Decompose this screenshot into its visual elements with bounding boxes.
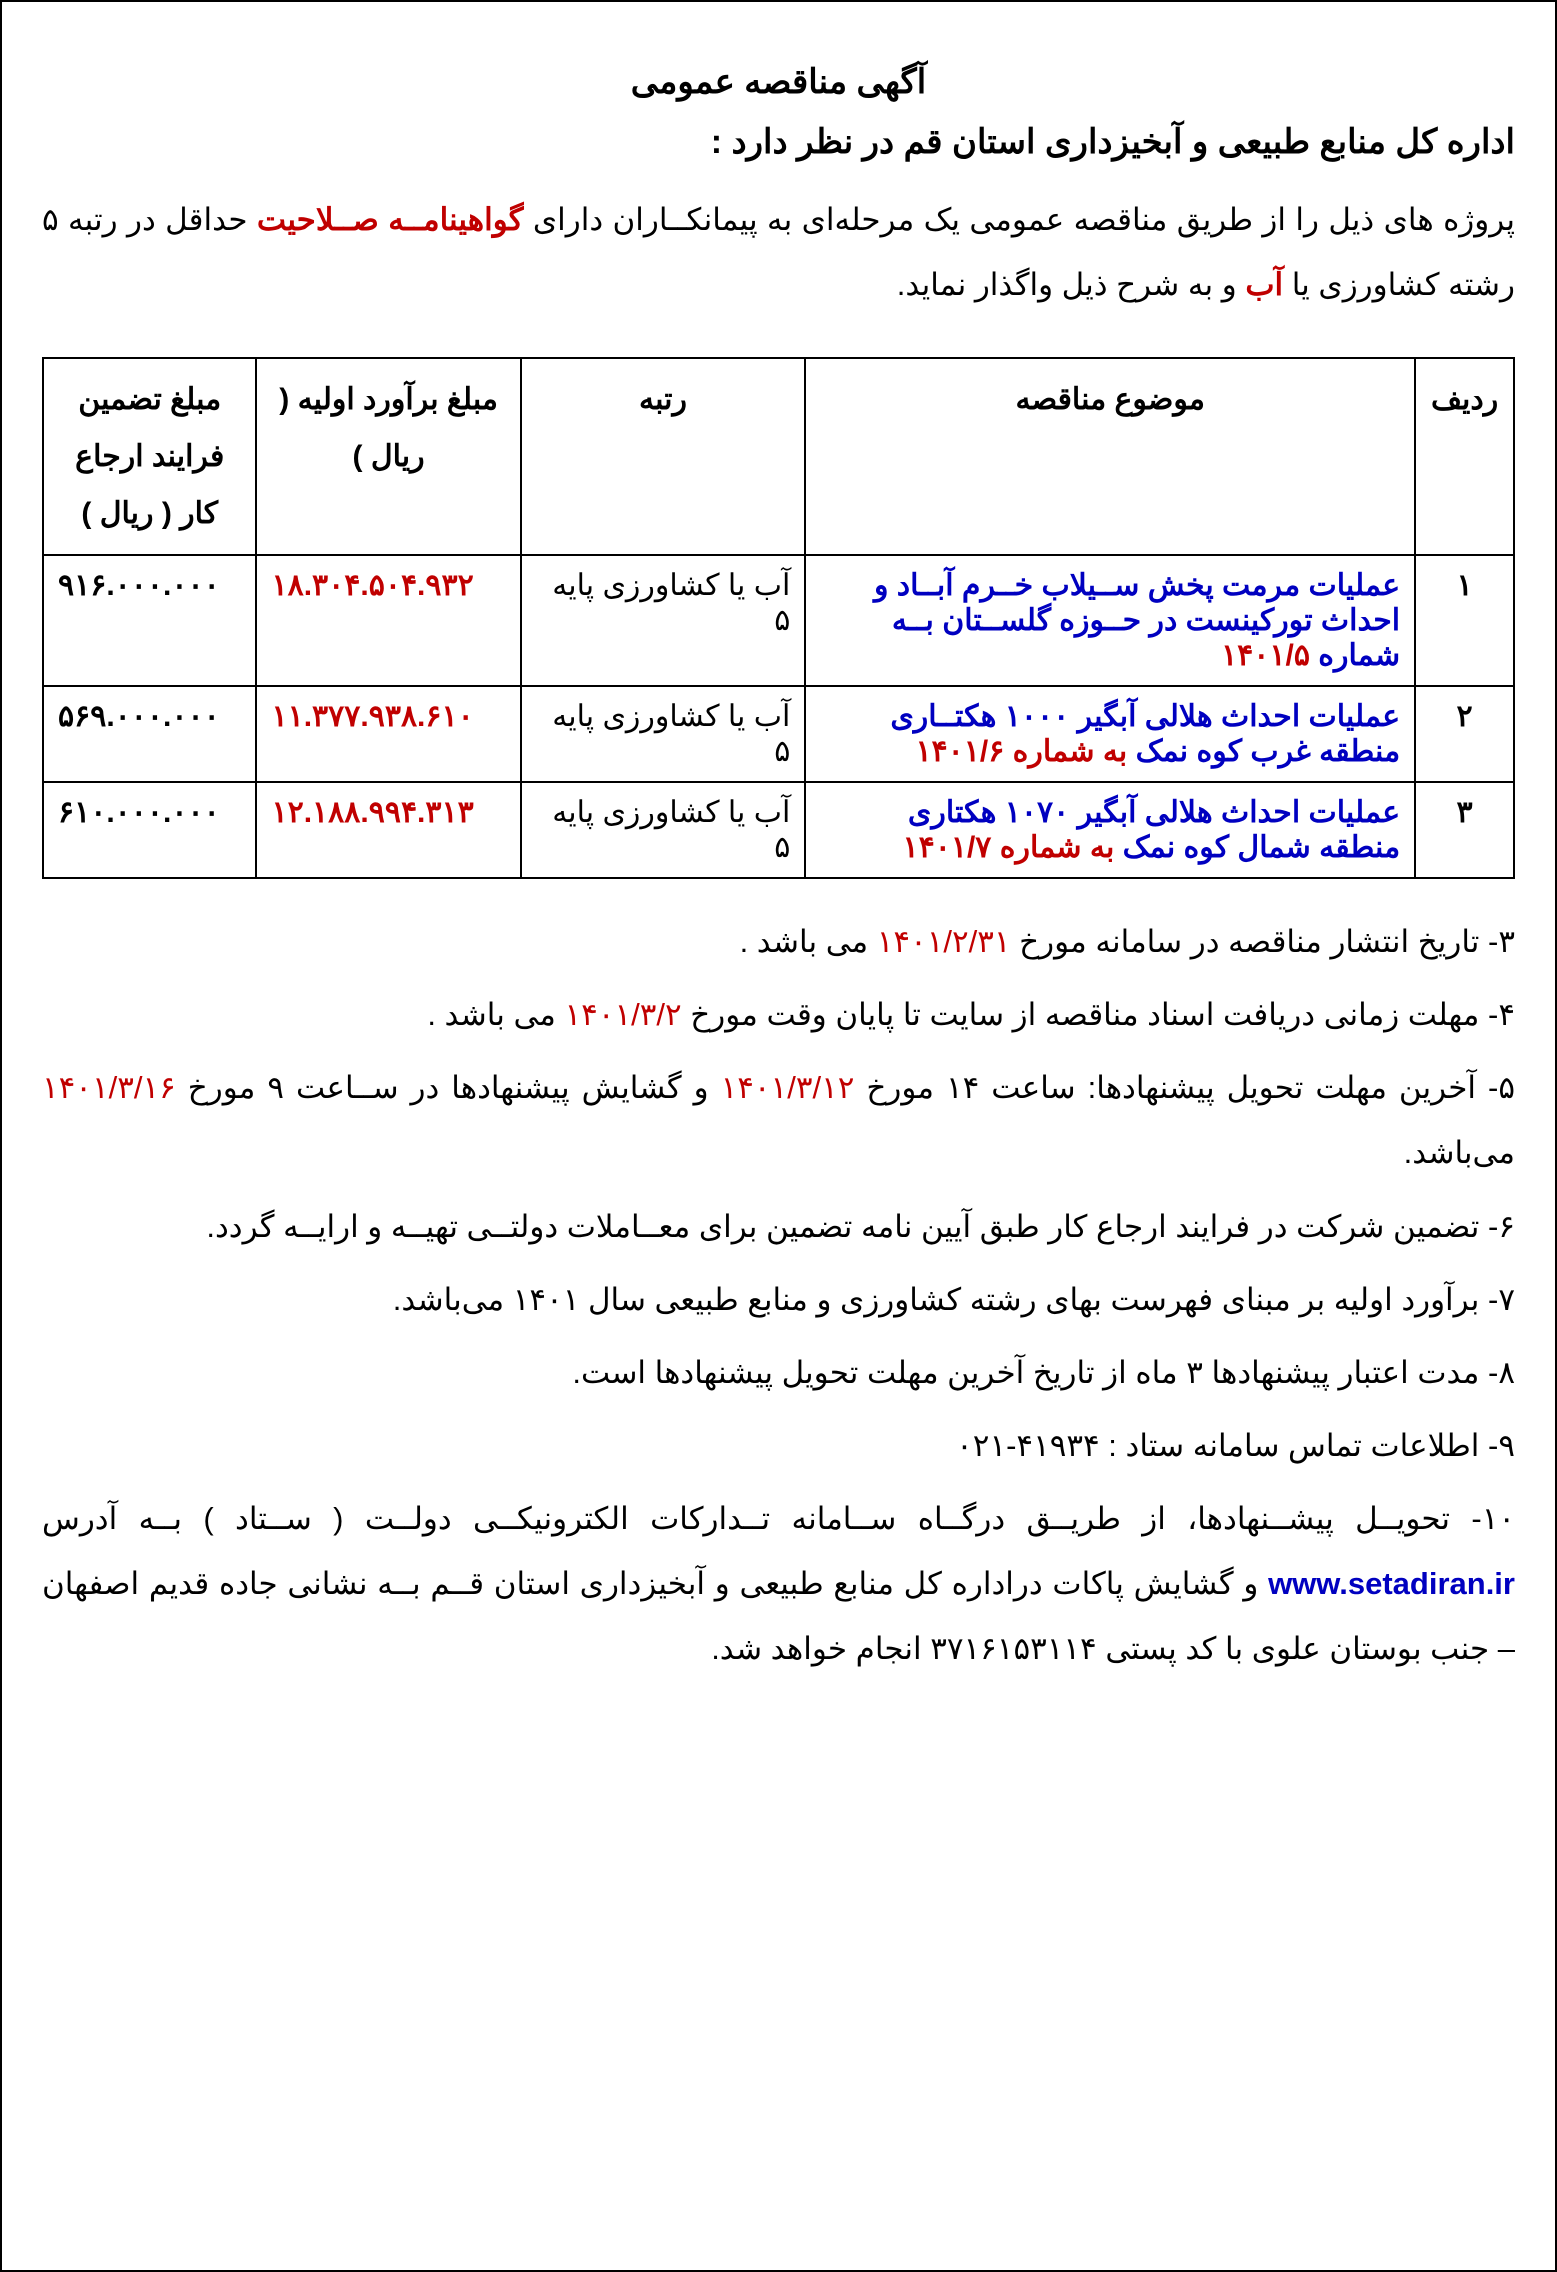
note-post: می باشد .	[740, 924, 877, 959]
note-pre: ۷- برآورد اولیه بر مبنای فهرست بهای رشته…	[393, 1282, 1515, 1317]
cell-rank: آب یا کشاورزی پایه ۵	[521, 686, 806, 782]
note-date: ۱۴۰۱/۲/۳۱	[877, 924, 1011, 959]
intro-emph-2: آب	[1245, 267, 1283, 302]
page-subtitle: اداره کل منابع طبیعی و آبخیزداری استان ق…	[42, 122, 1515, 162]
note-post: می‌باشد.	[1404, 1135, 1515, 1170]
note-item: ۱۰- تحویــل پیشــنهادها، از طریــق درگــ…	[42, 1486, 1515, 1681]
cell-subject: عملیات احداث هلالی آبگیر ۱۰۷۰ هکتاری منط…	[805, 782, 1415, 878]
cell-estimate: ۱۸.۳۰۴.۵۰۴.۹۳۲	[256, 555, 520, 686]
note-date: ۱۴۰۱/۳/۲	[565, 997, 682, 1032]
subject-red: ۱۴۰۱/۵	[1221, 639, 1310, 672]
cell-id: ۲	[1415, 686, 1514, 782]
cell-guarantee: ۹۱۶.۰۰۰.۰۰۰	[43, 555, 256, 686]
cell-estimate: ۱۲.۱۸۸.۹۹۴.۳۱۳	[256, 782, 520, 878]
cell-rank: آب یا کشاورزی پایه ۵	[521, 782, 806, 878]
note-item: ۸- مدت اعتبار پیشنهادها ۳ ماه از تاریخ آ…	[42, 1340, 1515, 1405]
subject-red: به شماره ۱۴۰۱/۷	[903, 831, 1115, 864]
note-date: ۱۴۰۱/۳/۱۲	[721, 1070, 855, 1105]
header-estimate: مبلغ برآورد اولیه ( ریال )	[256, 358, 520, 555]
notes-block: ۳- تاریخ انتشار مناقصه در سامانه مورخ ۱۴…	[42, 909, 1515, 1681]
subject-red: به شماره ۱۴۰۱/۶	[915, 735, 1127, 768]
note-item: ۳- تاریخ انتشار مناقصه در سامانه مورخ ۱۴…	[42, 909, 1515, 974]
table-row: ۲ عملیات احداث هلالی آبگیر ۱۰۰۰ هکتــاری…	[43, 686, 1514, 782]
header-guarantee: مبلغ تضمین فرایند ارجاع کار ( ریال )	[43, 358, 256, 555]
intro-post: و به شرح ذیل واگذار نماید.	[897, 267, 1246, 302]
cell-id: ۳	[1415, 782, 1514, 878]
table-header-row: ردیف موضوع مناقصه رتبه مبلغ برآورد اولیه…	[43, 358, 1514, 555]
note-pre: ۱۰- تحویــل پیشــنهادها، از طریــق درگــ…	[42, 1501, 1515, 1536]
note-item: ۹- اطلاعات تماس سامانه ستاد : ۰۲۱-۴۱۹۳۴	[42, 1413, 1515, 1478]
table-row: ۳ عملیات احداث هلالی آبگیر ۱۰۷۰ هکتاری م…	[43, 782, 1514, 878]
note-pre: ۶- تضمین شرکت در فرایند ارجاع کار طبق آی…	[206, 1209, 1515, 1244]
tender-table: ردیف موضوع مناقصه رتبه مبلغ برآورد اولیه…	[42, 357, 1515, 879]
note-item: ۷- برآورد اولیه بر مبنای فهرست بهای رشته…	[42, 1267, 1515, 1332]
cell-rank: آب یا کشاورزی پایه ۵	[521, 555, 806, 686]
note-item: ۶- تضمین شرکت در فرایند ارجاع کار طبق آی…	[42, 1194, 1515, 1259]
note-link: www.setadiran.ir	[1268, 1551, 1515, 1616]
cell-subject: عملیات احداث هلالی آبگیر ۱۰۰۰ هکتــاری م…	[805, 686, 1415, 782]
table-row: ۱ عملیات مرمت پخش ســیلاب خــرم آبــاد و…	[43, 555, 1514, 686]
note-pre: ۴- مهلت زمانی دریافت اسناد مناقصه از سای…	[682, 997, 1515, 1032]
subject-blue-a: عملیات مرمت پخش ســیلاب خــرم آبــاد و ا…	[874, 569, 1400, 672]
page-title: آگهی مناقصه عمومی	[42, 62, 1515, 102]
cell-subject: عملیات مرمت پخش ســیلاب خــرم آبــاد و ا…	[805, 555, 1415, 686]
cell-id: ۱	[1415, 555, 1514, 686]
note-pre: ۹- اطلاعات تماس سامانه ستاد :	[1100, 1428, 1515, 1463]
cell-guarantee: ۶۱۰.۰۰۰.۰۰۰	[43, 782, 256, 878]
cell-estimate: ۱۱.۳۷۷.۹۳۸.۶۱۰	[256, 686, 520, 782]
note-pre: ۸- مدت اعتبار پیشنهادها ۳ ماه از تاریخ آ…	[572, 1355, 1515, 1390]
cell-guarantee: ۵۶۹.۰۰۰.۰۰۰	[43, 686, 256, 782]
intro-paragraph: پروژه های ذیل را از طریق مناقصه عمومی یک…	[42, 187, 1515, 317]
note-pre: ۵- آخرین مهلت تحویل پیشنهادها: ساعت ۱۴ م…	[854, 1070, 1515, 1105]
note-post: می باشد .	[427, 997, 564, 1032]
note-mid: و گشایش پیشنهادها در ســاعت ۹ مورخ	[176, 1070, 721, 1105]
note-item: ۵- آخرین مهلت تحویل پیشنهادها: ساعت ۱۴ م…	[42, 1055, 1515, 1185]
intro-emph-1: گواهینامــه صــلاحیت	[257, 202, 524, 237]
header-rank: رتبه	[521, 358, 806, 555]
header-id: ردیف	[1415, 358, 1514, 555]
header-subject: موضوع مناقصه	[805, 358, 1415, 555]
note-date-2: ۱۴۰۱/۳/۱۶	[42, 1070, 176, 1105]
note-item: ۴- مهلت زمانی دریافت اسناد مناقصه از سای…	[42, 982, 1515, 1047]
intro-pre: پروژه های ذیل را از طریق مناقصه عمومی یک…	[524, 202, 1515, 237]
page-frame: آگهی مناقصه عمومی اداره کل منابع طبیعی و…	[0, 0, 1557, 2272]
note-phone: ۰۲۱-۴۱۹۳۴	[956, 1413, 1100, 1478]
note-pre: ۳- تاریخ انتشار مناقصه در سامانه مورخ	[1011, 924, 1515, 959]
